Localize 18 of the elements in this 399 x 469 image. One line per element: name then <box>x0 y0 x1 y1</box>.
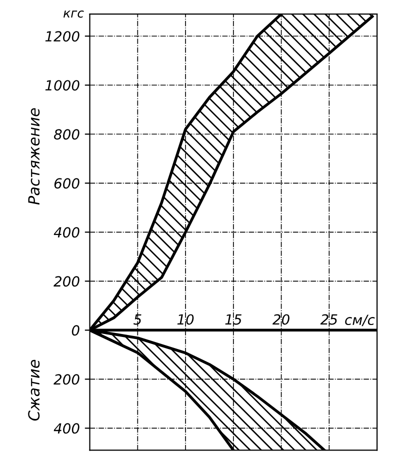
y-tick-label: 800 <box>54 129 80 140</box>
y-tick-label: 600 <box>54 178 80 189</box>
x-tick-label: 10 <box>177 314 194 325</box>
y-tick-label: 200 <box>54 374 80 385</box>
x-tick-label: 5 <box>134 314 142 325</box>
y-tick-label: 1000 <box>45 80 80 91</box>
x-tick-label: 20 <box>272 314 290 325</box>
y-tick-label: 200 <box>54 276 80 287</box>
y-tick-label: 400 <box>54 423 80 434</box>
text: Сжатие <box>28 360 40 421</box>
y-axis-title: кгс <box>64 10 84 18</box>
x-axis-title: см/с <box>345 314 375 326</box>
y-tick-label: 400 <box>54 227 80 238</box>
x-tick-label: 15 <box>225 314 242 325</box>
y-tick-label: 0 <box>72 325 80 336</box>
x-tick-label: 25 <box>320 314 338 325</box>
y-tick-label: 1200 <box>45 31 80 42</box>
text: Растяжение <box>28 108 40 205</box>
